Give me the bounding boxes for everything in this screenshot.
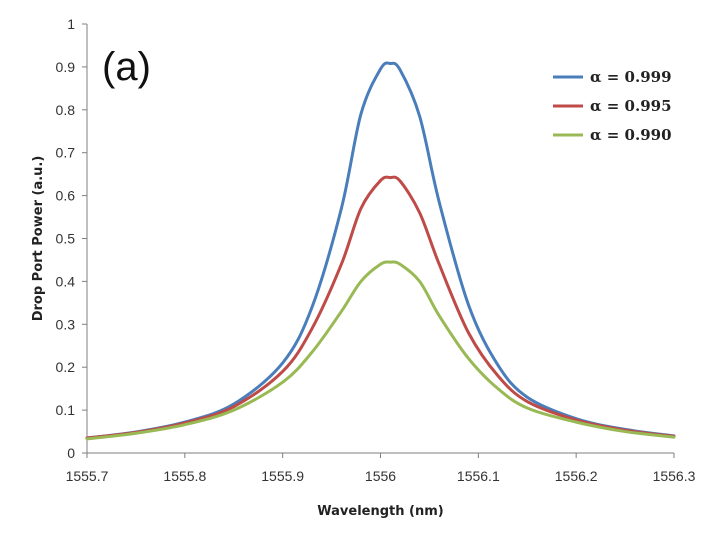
x-tick-label: 1556.1 (457, 468, 500, 484)
legend: α = 0.999 α = 0.995 α = 0.990 (553, 68, 672, 144)
x-tick-label: 1555.9 (261, 468, 304, 484)
y-tick-label: 0 (67, 445, 75, 461)
series-lines (85, 61, 676, 441)
legend-label: α = 0.990 (590, 126, 672, 144)
y-tick-label: 0.2 (56, 359, 76, 375)
y-axis-title: Drop Port Power (a.u.) (31, 156, 46, 322)
y-tick-label: 0.1 (56, 402, 76, 418)
y-tick-label: 0.4 (56, 273, 76, 289)
x-tick-label: 1556 (365, 468, 396, 484)
x-tick-label: 1555.7 (66, 468, 109, 484)
series-line-1 (85, 61, 676, 440)
x-axis-title: Wavelength (nm) (317, 504, 443, 519)
legend-label: α = 0.999 (590, 68, 672, 86)
series-line-3 (85, 260, 676, 441)
y-tick-label: 0.7 (56, 145, 76, 161)
y-axis-ticks: 0 0.1 0.2 0.3 0.4 0.5 0.6 0.7 0.8 0.9 1 (56, 16, 87, 461)
plot-area (86, 24, 674, 454)
legend-label: α = 0.995 (590, 97, 672, 115)
x-tick-label: 1556.2 (555, 468, 598, 484)
y-tick-label: 0.5 (56, 231, 76, 247)
y-tick-label: 0.8 (56, 102, 76, 118)
y-tick-label: 0.9 (56, 59, 76, 75)
y-tick-label: 0.6 (56, 188, 76, 204)
x-tick-label: 1556.3 (653, 468, 696, 484)
panel-label: (a) (102, 45, 151, 89)
x-tick-label: 1555.8 (163, 468, 206, 484)
y-tick-label: 0.3 (56, 316, 76, 332)
x-axis-ticks: 1555.7 1555.8 1555.9 1556 1556.1 1556.2 1556.3 (66, 453, 696, 484)
series-line-2 (85, 175, 676, 440)
y-tick-label: 1 (67, 16, 75, 32)
